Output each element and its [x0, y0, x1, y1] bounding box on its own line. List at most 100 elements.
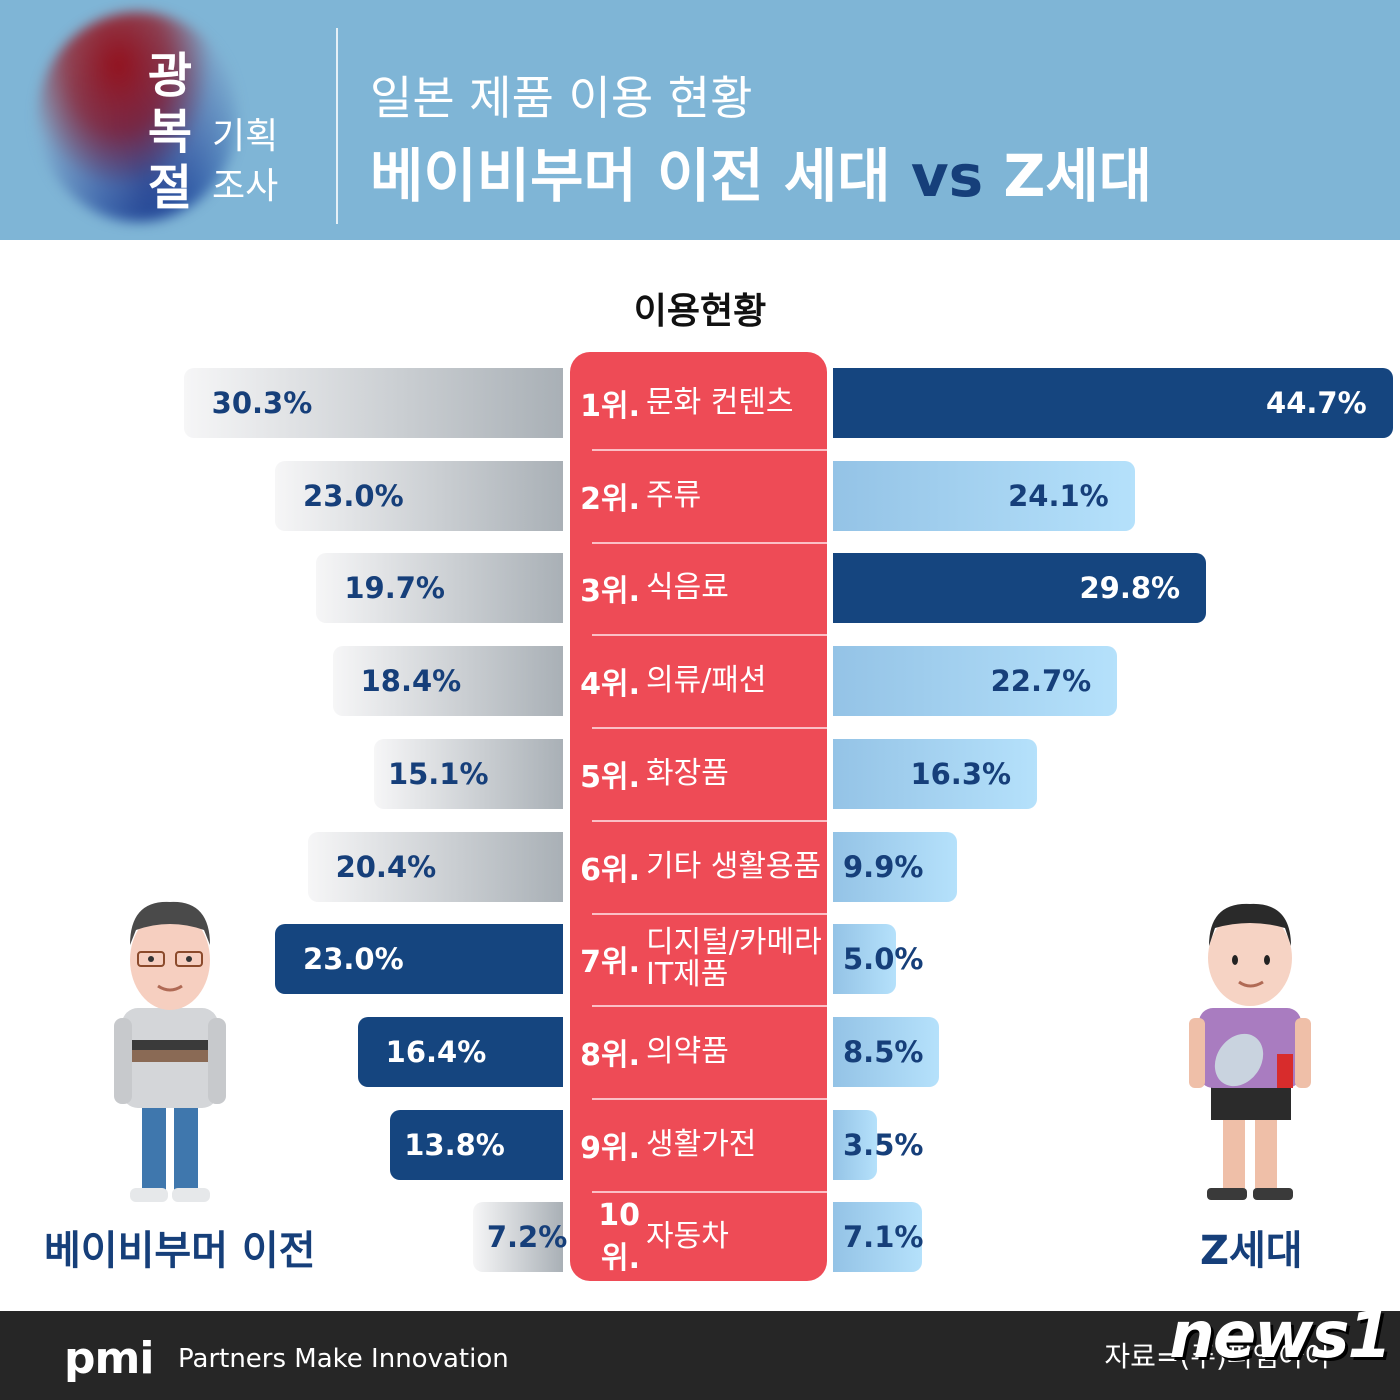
left-bar-value: 16.4%: [385, 1034, 487, 1069]
rank-row: 9위. 생활가전: [570, 1110, 827, 1180]
rank-divider: [592, 912, 827, 915]
source-credit: 자료=(주)피엠아이: [1104, 1340, 1330, 1373]
logo-char-1: 광: [147, 48, 193, 104]
right-bar-value: 22.7%: [990, 664, 1092, 699]
rank-divider: [592, 1190, 827, 1193]
right-bar-value: 29.8%: [1079, 571, 1181, 606]
rank-number: 1위.: [580, 389, 640, 424]
left-bar-value: 15.1%: [387, 756, 489, 791]
logo-small-1: 기획: [212, 116, 279, 157]
rank-number: 5위.: [580, 759, 640, 795]
left-bar-value: 23.0%: [303, 478, 404, 513]
right-bar-value: 5.0%: [843, 942, 924, 977]
left-bar-value: 18.4%: [360, 664, 462, 699]
logo-char-3: 절: [147, 160, 193, 216]
rank-category-label: 의약품: [646, 1033, 729, 1069]
right-bar-value: 44.7%: [1266, 386, 1367, 420]
rank-divider: [592, 1005, 827, 1008]
rank-row: 5위. 화장품: [570, 739, 827, 809]
left-bar-value: 13.8%: [404, 1127, 505, 1162]
rank-number: 6위.: [580, 852, 640, 888]
rank-divider: [592, 1097, 827, 1100]
rank-category-label: 문화 컨텐츠: [646, 385, 794, 420]
rank-row: 7위. 디지털/카메라 IT제품: [570, 924, 827, 994]
category-rank-panel: 1위. 문화 컨텐츠 2위. 주류 3위. 식음료 4위. 의류/패션 5위. 화장품 6위. 기타 …: [570, 352, 827, 1281]
rank-number: 8위.: [580, 1037, 640, 1073]
subtitle-group-b: Z세대: [1003, 142, 1153, 210]
rank-number: 4위.: [580, 667, 640, 703]
rank-category-label: 식음료: [646, 570, 729, 606]
logo-small-2: 조사: [212, 166, 279, 207]
gen-z-label: Z세대: [1200, 1228, 1303, 1274]
right-bar: 29.8%: [833, 553, 1207, 624]
right-bar: 24.1%: [833, 460, 1135, 531]
rank-divider: [592, 819, 827, 822]
right-bar: 8.5%: [833, 1016, 940, 1087]
left-bar-value: 20.4%: [335, 849, 437, 884]
right-bar: 3.5%: [833, 1109, 923, 1180]
rank-category-label: 주류: [646, 477, 702, 513]
rank-category-label: 자동차: [646, 1219, 729, 1255]
gen-z-character-illustration: [1185, 890, 1315, 1210]
rank-row: 8위. 의약품: [570, 1017, 827, 1087]
right-bar-value: 9.9%: [843, 849, 924, 884]
right-bar: 44.7%: [833, 368, 1393, 438]
left-bar-value: 23.0%: [303, 942, 404, 977]
subtitle-group-a: 베이비부머 이전 세대: [370, 142, 891, 210]
page-title: 일본 제품 이용 현황: [370, 71, 753, 125]
babyboomer-label: 베이비부머 이전: [44, 1228, 316, 1274]
left-bar: 15.1%: [373, 738, 563, 809]
rank-row: 10위. 자동차: [570, 1198, 827, 1276]
logo-char-2: 복: [147, 104, 193, 160]
header-banner: 광 복 절 기획 조사 일본 제품 이용 현황 베이비부머 이전 세대 vs Z…: [0, 0, 1400, 240]
left-bar: 16.4%: [357, 1016, 563, 1087]
special-survey-label: 기획 조사: [212, 112, 278, 212]
left-bar: 23.0%: [275, 924, 563, 995]
rank-row: 4위. 의류/패션: [570, 646, 827, 716]
rank-category-label: 화장품: [646, 755, 729, 791]
footer-bar: pmi Partners Make Innovation 자료=(주)피엠아이 …: [0, 1299, 1400, 1400]
right-bar: 7.1%: [833, 1202, 924, 1273]
rank-number: 3위.: [580, 574, 640, 610]
rank-divider: [592, 727, 827, 730]
right-bar: 16.3%: [833, 738, 1038, 809]
rank-divider: [592, 541, 827, 544]
right-bar: 5.0%: [833, 924, 923, 995]
rank-category-label: 디지털/카메라 IT제품: [646, 925, 822, 993]
subtitle-vs: vs: [910, 142, 984, 210]
header-divider: [336, 28, 338, 224]
rank-number: 7위.: [580, 945, 640, 981]
rank-row: 1위. 문화 컨텐츠: [570, 368, 827, 438]
pmi-logo: pmi: [64, 1333, 154, 1384]
rank-row: 6위. 기타 생활용품: [570, 832, 827, 902]
news1-watermark: news1: [1169, 1299, 1392, 1373]
rank-divider: [592, 449, 827, 451]
section-title: 이용현황: [633, 291, 767, 332]
left-bar: 18.4%: [332, 646, 563, 717]
rank-divider: [592, 634, 827, 637]
left-bar: 20.4%: [307, 831, 563, 902]
taegeuk-emblem-icon: [38, 12, 238, 222]
rank-category-label: 생활가전: [646, 1126, 757, 1162]
page-subtitle: 베이비부머 이전 세대 vs Z세대: [370, 140, 1152, 212]
right-bar-value: 3.5%: [843, 1127, 924, 1162]
left-bar-value: 19.7%: [344, 571, 445, 606]
right-bar-value: 16.3%: [910, 756, 1012, 791]
right-bar-value: 8.5%: [843, 1034, 924, 1069]
liberation-day-logo: 광 복 절: [140, 48, 200, 216]
rank-row: 2위. 주류: [570, 461, 827, 531]
right-bar-value: 7.1%: [843, 1220, 924, 1255]
right-bar-value: 24.1%: [1008, 478, 1109, 513]
rank-row: 3위. 식음료: [570, 553, 827, 623]
babyboomer-character-illustration: [100, 890, 240, 1220]
right-bar: 9.9%: [833, 831, 957, 902]
pmi-tagline: Partners Make Innovation: [178, 1344, 509, 1374]
left-bar: 30.3%: [183, 368, 563, 438]
rank-category-label: 기타 생활용품: [646, 848, 822, 884]
left-bar: 13.8%: [390, 1109, 563, 1180]
right-bar: 22.7%: [833, 646, 1118, 717]
left-bar: 23.0%: [275, 460, 563, 531]
left-bar-value: 7.2%: [486, 1220, 568, 1255]
rank-number: 10위.: [598, 1197, 640, 1276]
left-bar: 7.2%: [472, 1202, 567, 1273]
